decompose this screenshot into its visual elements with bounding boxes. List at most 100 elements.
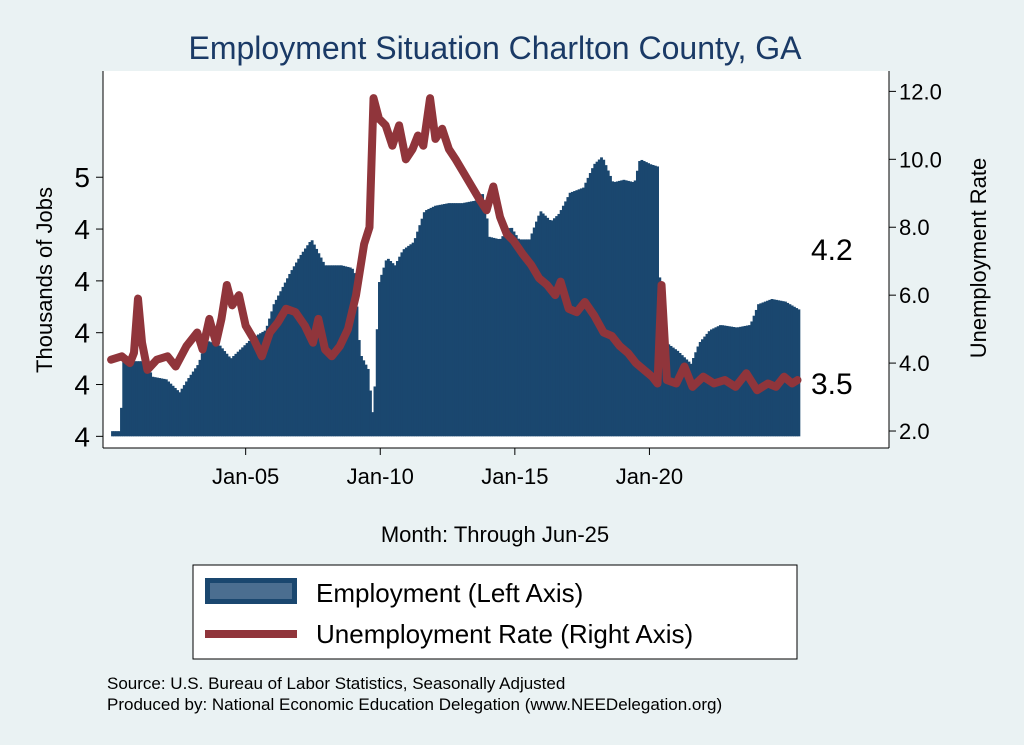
employment-bar — [418, 225, 422, 437]
employment-bar — [600, 157, 603, 437]
employment-bar — [532, 227, 536, 437]
employment-bar — [164, 379, 168, 437]
employment-bar — [508, 228, 511, 437]
employment-bar — [622, 179, 626, 437]
employment-bar — [763, 301, 767, 437]
employment-bar — [389, 261, 393, 437]
employment-bar — [169, 383, 173, 437]
employment-bar — [692, 358, 695, 437]
employment-bar — [117, 431, 121, 437]
employment-bar — [559, 210, 563, 437]
employment-bar — [274, 299, 278, 437]
employment-bar — [440, 204, 444, 437]
employment-bar — [640, 159, 644, 437]
employment-bar — [391, 263, 395, 437]
employment-bar — [254, 335, 258, 437]
employment-bar — [317, 253, 321, 437]
employment-bar — [494, 238, 498, 437]
employment-bar — [615, 181, 619, 437]
employment-bar — [194, 368, 197, 437]
unemployment-end-label: 3.5 — [811, 368, 853, 401]
right-axis-tick-label: 12.0 — [899, 79, 942, 104]
employment-bar — [247, 340, 251, 437]
employment-bar — [505, 230, 509, 437]
employment-bar — [786, 302, 790, 437]
employment-bar — [196, 365, 200, 437]
employment-bar — [362, 360, 366, 437]
employment-bar — [606, 170, 610, 437]
employment-bar — [555, 216, 559, 437]
employment-bar — [200, 353, 204, 437]
employment-bar — [140, 361, 144, 437]
employment-bar — [458, 203, 462, 437]
employment-bar — [566, 197, 570, 437]
employment-bar — [501, 236, 505, 437]
employment-bar — [364, 364, 368, 437]
employment-bar — [633, 180, 637, 437]
employment-bar — [425, 210, 428, 437]
employment-bar — [461, 203, 464, 437]
employment-bar — [256, 334, 260, 437]
employment-bar — [638, 161, 642, 437]
employment-bar — [687, 361, 691, 437]
employment-bar — [380, 274, 384, 437]
employment-bar — [521, 239, 525, 437]
employment-bar — [499, 238, 502, 437]
employment-bar — [463, 202, 467, 437]
employment-bar — [642, 161, 646, 437]
employment-bar — [111, 431, 114, 437]
employment-bar — [171, 385, 175, 437]
employment-bar — [207, 341, 211, 437]
employment-bar — [153, 377, 157, 437]
employment-bar — [436, 205, 440, 437]
employment-bar — [757, 304, 760, 437]
employment-bar — [400, 252, 404, 437]
right-axis-tick-label: 8.0 — [899, 215, 930, 240]
employment-bar — [299, 254, 303, 437]
employment-bar — [568, 192, 572, 437]
employment-bar — [348, 267, 352, 437]
employment-bar — [295, 262, 298, 437]
employment-bar — [209, 342, 213, 437]
employment-bar — [651, 165, 655, 437]
employment-bar — [203, 346, 206, 437]
employment-bar — [158, 378, 162, 437]
employment-bar — [124, 361, 128, 437]
employment-bar — [564, 201, 568, 437]
employment-bar — [288, 273, 292, 437]
producer-note: Produced by: National Economic Education… — [107, 695, 722, 714]
left-axis-tick-label: 4 — [74, 214, 90, 245]
employment-bar — [167, 381, 170, 437]
employment-bar — [680, 355, 684, 437]
employment-bar — [185, 381, 188, 437]
employment-bar — [759, 303, 763, 437]
employment-end-label: 4.2 — [811, 234, 853, 267]
employment-bar — [366, 368, 370, 437]
employment-bar — [544, 215, 547, 437]
employment-bar — [283, 282, 287, 437]
employment-bar — [546, 217, 550, 437]
employment-bar — [234, 353, 238, 437]
axis-ticks: 4 4 4 4 4 5 2.0 4.0 6.0 8.0 10.0 12.0 Jan-05 Jan-10 Ja… — [74, 79, 941, 489]
employment-bar — [669, 345, 673, 437]
employment-bar — [413, 238, 417, 437]
right-axis-title: Unemployment Rate — [966, 158, 991, 359]
right-axis-tick-label: 4.0 — [899, 351, 930, 376]
employment-bar — [620, 180, 624, 437]
employment-bar — [402, 249, 406, 437]
employment-bar — [149, 372, 153, 437]
employment-bar — [205, 340, 209, 437]
employment-bar — [162, 378, 166, 437]
employment-bar — [698, 341, 702, 437]
employment-bar — [120, 407, 123, 437]
employment-bar — [393, 265, 397, 437]
chart-title: Employment Situation Charlton County, GA — [188, 30, 802, 66]
employment-bar — [131, 361, 135, 437]
left-axis-tick-label: 4 — [74, 421, 90, 452]
employment-bar — [492, 237, 496, 437]
employment-bar — [411, 242, 415, 437]
employment-bar — [427, 208, 431, 437]
right-axis-tick-label: 10.0 — [899, 147, 942, 172]
employment-bar — [660, 335, 664, 437]
employment-bar — [629, 181, 633, 437]
